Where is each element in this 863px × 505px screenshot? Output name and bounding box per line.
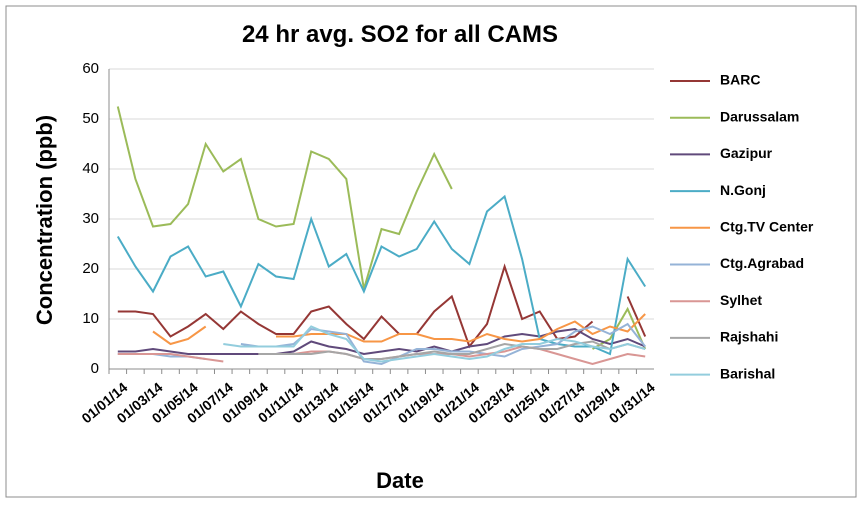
- y-axis-title: Concentration (ppb): [32, 115, 57, 325]
- legend-label: Sylhet: [720, 292, 762, 308]
- series-line: [117, 327, 646, 356]
- series-line: [223, 325, 646, 363]
- y-tick-label: 50: [82, 110, 99, 127]
- y-tick-label: 40: [82, 160, 99, 177]
- legend-label: Rajshahi: [720, 329, 778, 345]
- y-tick-label: 20: [82, 260, 99, 277]
- x-axis-title: Date: [376, 468, 424, 493]
- legend-label: Ctg.Agrabad: [720, 255, 804, 271]
- legend-label: Barishal: [720, 365, 775, 381]
- legend-label: Ctg.TV Center: [720, 219, 814, 235]
- legend-label: N.Gonj: [720, 182, 766, 198]
- y-tick-label: 0: [91, 360, 99, 377]
- y-tick-label: 30: [82, 210, 99, 227]
- y-tick-label: 60: [82, 60, 99, 77]
- series-line: [117, 263, 647, 349]
- series-line: [116, 106, 647, 350]
- legend-label: BARC: [720, 72, 760, 88]
- chart-title: 24 hr avg. SO2 for all CAMS: [242, 21, 558, 48]
- series-line: [152, 313, 646, 346]
- legend-label: Gazipur: [720, 145, 773, 161]
- chart-frame: [5, 5, 857, 498]
- legend-label: Darussalam: [720, 108, 799, 124]
- y-tick-label: 10: [82, 310, 99, 327]
